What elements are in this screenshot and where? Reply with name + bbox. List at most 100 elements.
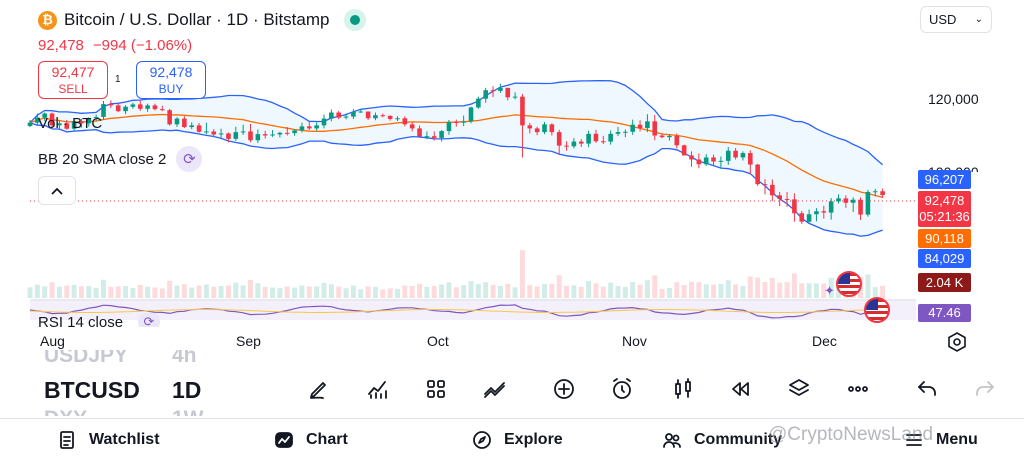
volume-bar	[380, 289, 386, 298]
nav-chart[interactable]: Chart	[274, 430, 348, 450]
candle-body	[571, 141, 577, 147]
candle-body	[35, 117, 40, 123]
volume-bar	[34, 284, 40, 298]
nav-community[interactable]: Community	[662, 430, 782, 450]
rsi-signal-line	[29, 309, 883, 313]
candle-body	[615, 132, 621, 134]
volume-bar	[64, 285, 70, 298]
volume-bar	[292, 287, 298, 298]
candle-body	[42, 113, 47, 118]
candle-body	[101, 104, 106, 117]
layers-icon[interactable]	[784, 374, 814, 404]
candle-body	[196, 125, 202, 132]
candle-body	[468, 107, 474, 122]
candle-body	[505, 87, 511, 98]
us-flag-event-icon[interactable]	[864, 297, 890, 323]
volume-legend[interactable]: Vol · BTC	[38, 115, 103, 132]
candle-body	[174, 118, 180, 125]
candle-body	[850, 199, 856, 203]
picker-symbol-prev[interactable]: USDJPY	[44, 350, 129, 367]
candle-body	[461, 121, 466, 123]
bb-legend[interactable]: BB 20 SMA close 2 ⟳	[38, 146, 203, 172]
candle-body	[380, 115, 386, 117]
volume-bar	[270, 287, 276, 298]
candle-body	[431, 136, 437, 138]
candle-body	[365, 111, 371, 119]
picker-symbol-next[interactable]: DXY	[44, 407, 87, 416]
buy-button[interactable]: 92,478 BUY	[136, 61, 206, 99]
chart-icon	[275, 432, 293, 448]
nav-menu[interactable]: Menu	[904, 430, 978, 450]
volume-bar	[248, 280, 253, 298]
add-icon[interactable]	[549, 374, 579, 404]
bb-basis-tag: 90,118	[918, 229, 971, 248]
picker-interval-prev[interactable]: 4h	[172, 350, 197, 367]
volume-bar	[711, 284, 717, 298]
rsi-legend[interactable]: RSI 14 close	[38, 314, 124, 327]
volume-bar	[872, 287, 878, 298]
candle-body	[446, 121, 452, 132]
price-change-value: −994 (−1.06%)	[92, 37, 193, 54]
candles-icon[interactable]	[668, 374, 698, 404]
us-flag-event-icon[interactable]	[836, 271, 862, 297]
candle-body	[336, 112, 341, 118]
picker-interval-current[interactable]: 1D	[172, 377, 202, 403]
sparkle-icon[interactable]: ✦	[824, 283, 835, 298]
volume-bar	[659, 288, 665, 298]
candle-body	[424, 136, 430, 138]
volume-bar	[512, 287, 518, 298]
sell-label: SELL	[58, 82, 88, 96]
currency-select[interactable]: USD ⌄	[920, 6, 992, 33]
picker-symbol-current[interactable]: BTCUSD	[44, 377, 140, 403]
explore-icon	[473, 431, 491, 449]
volume-bar	[813, 283, 819, 298]
price-chart[interactable]	[0, 0, 1024, 330]
collapse-legend-button[interactable]	[38, 176, 76, 205]
grid-icon[interactable]	[421, 374, 451, 404]
volume-bar	[299, 285, 305, 298]
watchlist-icon	[60, 431, 74, 449]
y-axis-label-100000: 100,000	[928, 164, 979, 172]
candle-body	[123, 106, 128, 112]
nav-watchlist[interactable]: Watchlist	[57, 430, 160, 450]
compare-icon[interactable]	[480, 374, 510, 404]
volume-bar	[821, 283, 827, 298]
volume-tag: 2.04 K	[918, 273, 971, 292]
candle-body	[512, 96, 518, 98]
volume-bar	[42, 286, 48, 298]
market-open-icon[interactable]	[344, 9, 367, 31]
refresh-icon[interactable]: ⟳	[176, 146, 203, 172]
candle-body	[608, 133, 613, 142]
rsi-settings-icon[interactable]: ⟳	[138, 313, 162, 327]
candle-body	[770, 184, 775, 196]
volume-bar	[306, 286, 312, 298]
undo-icon[interactable]	[912, 374, 942, 404]
candle-body	[145, 105, 150, 109]
candle-body	[843, 198, 849, 203]
candle-body	[277, 132, 283, 135]
nav-explore[interactable]: Explore	[472, 430, 563, 450]
volume-bar	[615, 286, 621, 298]
indicators-icon[interactable]	[363, 374, 393, 404]
volume-bar	[828, 277, 834, 298]
more-icon[interactable]	[843, 374, 873, 404]
chart-settings-icon[interactable]	[946, 331, 968, 353]
candle-body	[307, 126, 312, 129]
pencil-icon[interactable]	[304, 374, 334, 404]
volume-bar	[644, 280, 650, 298]
candle-body	[387, 115, 393, 119]
candle-body	[733, 150, 738, 158]
candle-body	[762, 184, 768, 186]
community-icon	[663, 433, 681, 448]
candle-body	[711, 157, 716, 162]
candle-body	[189, 125, 194, 128]
picker-interval-next[interactable]: 1W	[172, 407, 204, 416]
symbol-picker[interactable]: USDJPY 4h BTCUSD 1D DXY 1W	[44, 350, 224, 416]
volume-bar	[49, 282, 55, 298]
symbol-title[interactable]: ₿ Bitcoin / U.S. Dollar · 1D · Bitstamp	[38, 9, 367, 31]
candle-body	[358, 111, 364, 113]
replay-icon[interactable]	[725, 374, 755, 404]
volume-bar	[159, 288, 165, 298]
alert-icon[interactable]	[607, 374, 637, 404]
sell-button[interactable]: 92,477 SELL	[38, 61, 108, 99]
